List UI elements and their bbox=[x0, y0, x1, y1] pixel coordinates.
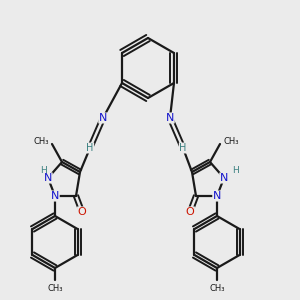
Text: O: O bbox=[78, 207, 86, 217]
Text: CH₃: CH₃ bbox=[34, 137, 49, 146]
Text: O: O bbox=[186, 207, 194, 217]
Text: N: N bbox=[51, 191, 59, 201]
Text: CH₃: CH₃ bbox=[209, 284, 225, 293]
Text: CH₃: CH₃ bbox=[47, 284, 63, 293]
Text: N: N bbox=[99, 113, 107, 123]
Text: H: H bbox=[179, 143, 187, 153]
Text: N: N bbox=[166, 113, 174, 123]
Text: H: H bbox=[232, 166, 239, 175]
Text: H: H bbox=[40, 166, 47, 175]
Text: CH₃: CH₃ bbox=[223, 137, 239, 146]
Text: N: N bbox=[44, 173, 52, 183]
Text: H: H bbox=[86, 143, 94, 153]
Text: N: N bbox=[213, 191, 221, 201]
Text: N: N bbox=[220, 173, 228, 183]
